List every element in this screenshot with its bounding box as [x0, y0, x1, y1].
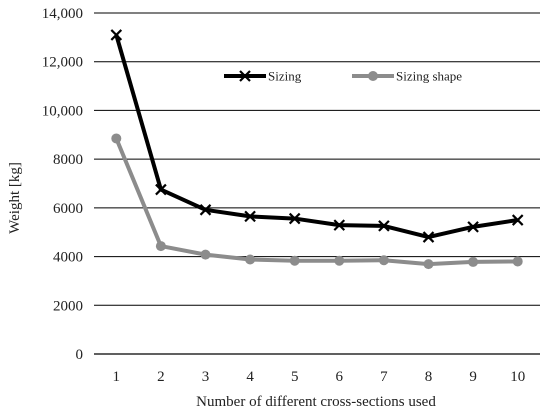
x-tick-label: 1 — [113, 369, 121, 385]
data-point — [422, 231, 435, 243]
data-point — [512, 256, 523, 267]
gridlines — [94, 12, 540, 355]
x-tick-label: 7 — [380, 369, 388, 385]
x-axis-label: Number of different cross-sections used — [196, 394, 436, 410]
y-axis-label: Weight [kg] — [7, 162, 23, 234]
data-point — [110, 29, 123, 41]
data-point — [333, 219, 346, 231]
y-tick-label: 10,000 — [42, 103, 83, 119]
x-tick-label: 10 — [510, 369, 525, 385]
legend-entry: Sizing — [224, 69, 302, 84]
legend: Sizing Sizing shape — [224, 69, 462, 84]
legend-label: Sizing — [268, 69, 302, 84]
y-tick-label: 0 — [76, 347, 84, 363]
data-point — [467, 221, 479, 233]
legend-marker — [239, 70, 251, 82]
data-point — [244, 210, 256, 223]
x-tick-label: 8 — [425, 369, 433, 385]
legend-marker — [368, 71, 378, 81]
x-tick-label: 5 — [291, 369, 299, 385]
x-tick-label: 2 — [157, 369, 165, 385]
data-point — [378, 220, 390, 232]
y-axis-ticks: 0 2000 4000 6000 8000 10,000 12,000 14,000 — [42, 6, 83, 363]
data-point — [511, 214, 524, 226]
data-point — [155, 183, 167, 196]
data-point — [378, 255, 389, 266]
x-tick-label: 3 — [202, 369, 210, 385]
data-point — [200, 249, 211, 260]
x-tick-label: 9 — [469, 369, 477, 385]
y-tick-label: 8000 — [53, 152, 83, 168]
y-tick-label: 4000 — [53, 250, 83, 266]
y-tick-label: 12,000 — [42, 55, 83, 71]
x-tick-label: 4 — [246, 369, 254, 385]
data-point — [423, 259, 434, 270]
data-point — [199, 204, 212, 216]
data-point — [334, 255, 345, 266]
y-tick-label: 6000 — [53, 201, 83, 217]
data-point — [288, 212, 301, 225]
y-tick-label: 2000 — [53, 298, 83, 314]
series-line — [114, 137, 518, 267]
x-axis-ticks: 1 2 3 4 5 6 7 8 9 10 — [113, 369, 526, 385]
y-tick-label: 14,000 — [42, 6, 83, 22]
series-line — [114, 34, 519, 240]
data-point — [289, 255, 300, 266]
legend-entry: Sizing shape — [352, 69, 462, 84]
legend-label: Sizing shape — [396, 69, 462, 84]
data-point — [155, 241, 166, 252]
data-point — [245, 254, 256, 265]
data-point — [468, 256, 479, 267]
series-group — [110, 29, 524, 270]
x-tick-label: 6 — [336, 369, 344, 385]
data-point — [111, 133, 122, 144]
